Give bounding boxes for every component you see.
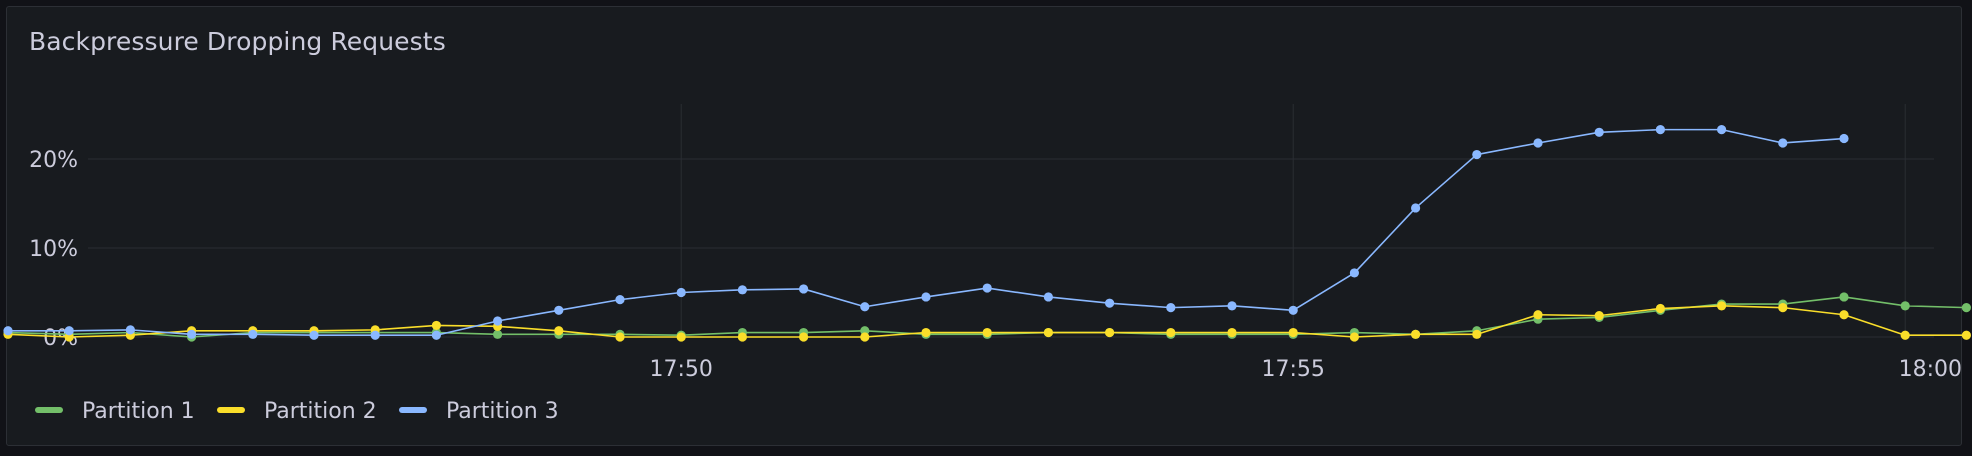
x-tick-label: 17:55 [1261, 357, 1324, 382]
data-point[interactable] [1105, 298, 1115, 308]
data-point[interactable] [431, 330, 441, 340]
data-point[interactable] [1166, 327, 1176, 338]
data-point[interactable] [1533, 310, 1543, 320]
data-point[interactable] [64, 326, 74, 336]
data-point[interactable] [1717, 125, 1727, 135]
data-point[interactable] [737, 285, 748, 295]
data-point[interactable] [1411, 203, 1421, 213]
data-point[interactable] [187, 329, 197, 339]
data-point[interactable] [370, 330, 380, 340]
y-tick-label: 20% [29, 148, 78, 173]
dashboard-panel: Backpressure Dropping Requests [6, 6, 1962, 446]
data-point[interactable] [1288, 327, 1298, 338]
data-point[interactable] [1472, 329, 1482, 339]
data-point[interactable] [860, 332, 870, 342]
data-point[interactable] [676, 332, 686, 342]
data-point[interactable] [1655, 125, 1665, 135]
data-point[interactable] [1900, 301, 1910, 311]
data-point[interactable] [676, 287, 686, 298]
data-point[interactable] [125, 325, 135, 335]
data-point[interactable] [493, 316, 503, 326]
y-tick-label: 10% [29, 237, 78, 262]
data-point[interactable] [1961, 330, 1971, 340]
data-point[interactable] [1227, 301, 1237, 311]
data-point[interactable] [493, 329, 503, 339]
data-point[interactable] [1839, 292, 1849, 302]
x-tick-label: 18:00 [1899, 357, 1962, 382]
data-point[interactable] [1472, 149, 1482, 160]
data-point[interactable] [1594, 127, 1604, 137]
series-line-partition-3 [8, 128, 1845, 337]
data-point[interactable] [615, 295, 625, 305]
data-point[interactable] [1411, 329, 1421, 339]
data-point[interactable] [1778, 303, 1788, 313]
data-point[interactable] [799, 332, 809, 342]
data-point[interactable] [1533, 138, 1543, 148]
data-point[interactable] [1166, 303, 1176, 313]
data-point[interactable] [1594, 311, 1604, 321]
x-tick-label: 17:50 [649, 357, 712, 382]
legend-item-partition-3[interactable]: Partition 3 [446, 399, 559, 424]
data-point[interactable] [1349, 268, 1359, 278]
data-point[interactable] [1288, 305, 1298, 315]
legend-item-partition-2[interactable]: Partition 2 [264, 399, 377, 424]
data-point[interactable] [1839, 310, 1849, 320]
data-point[interactable] [1778, 138, 1788, 148]
data-point[interactable] [1717, 301, 1727, 311]
data-point[interactable] [1349, 332, 1359, 342]
data-point[interactable] [1227, 327, 1237, 338]
data-point[interactable] [799, 284, 809, 294]
data-point[interactable] [1961, 303, 1971, 313]
data-point[interactable] [1655, 303, 1665, 314]
data-point[interactable] [1105, 327, 1115, 338]
data-point[interactable] [921, 327, 931, 338]
data-point[interactable] [1900, 330, 1910, 340]
data-point[interactable] [921, 292, 931, 302]
data-point[interactable] [248, 329, 258, 339]
data-point[interactable] [1043, 292, 1053, 302]
data-point[interactable] [1839, 133, 1849, 144]
data-point[interactable] [3, 326, 13, 336]
data-point[interactable] [554, 305, 564, 315]
data-point[interactable] [982, 283, 992, 293]
data-point[interactable] [431, 320, 441, 331]
data-point[interactable] [309, 330, 319, 340]
data-point[interactable] [1043, 327, 1053, 338]
data-point[interactable] [615, 332, 625, 342]
data-point[interactable] [982, 327, 992, 338]
data-point[interactable] [554, 326, 564, 336]
data-point[interactable] [860, 302, 870, 312]
data-point[interactable] [737, 332, 748, 342]
panel-title[interactable]: Backpressure Dropping Requests [29, 27, 446, 56]
legend-item-partition-1[interactable]: Partition 1 [82, 399, 195, 424]
